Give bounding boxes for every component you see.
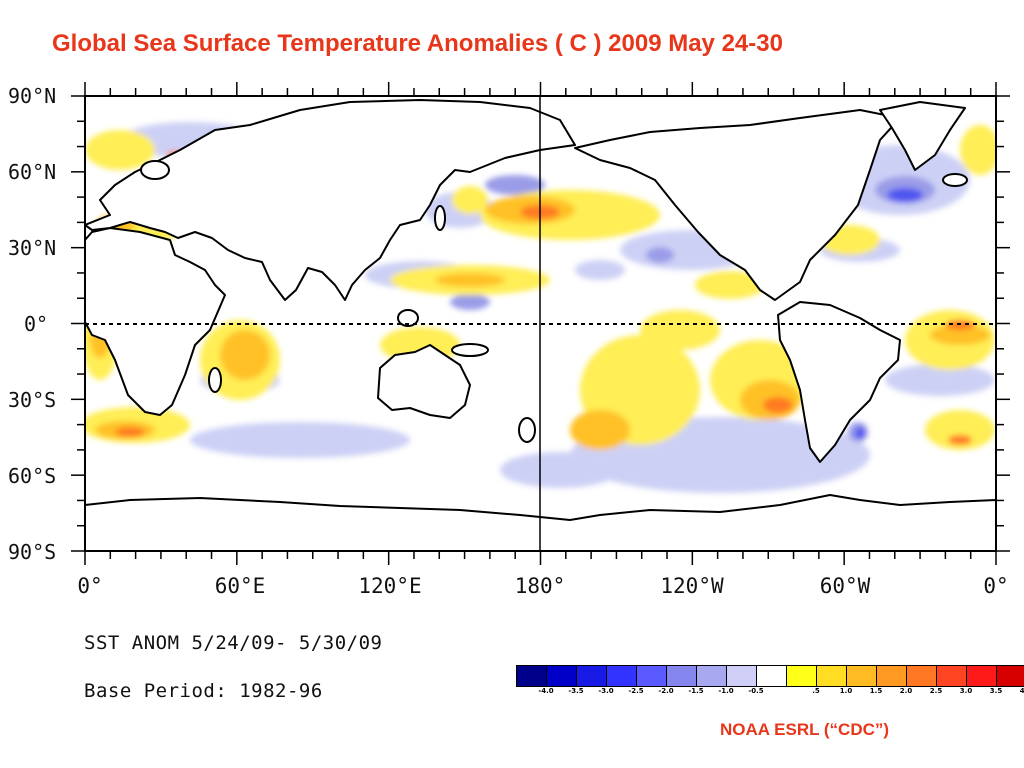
legend-swatch [847, 666, 877, 686]
eurasia-landmass [85, 99, 576, 301]
legend-tick-label: .5 [812, 687, 820, 695]
legend-tick-label: 4.0 [1019, 687, 1024, 695]
lon-label-60e: 60°E [214, 574, 266, 598]
legend-swatch [757, 666, 787, 686]
legend-swatch [697, 666, 727, 686]
legend-swatch [517, 666, 547, 686]
legend-swatch [577, 666, 607, 686]
legend-swatch [907, 666, 937, 686]
lon-label-0-right: 0° [983, 574, 1009, 598]
legend-swatch [817, 666, 847, 686]
legend-tick-label: -0.5 [748, 687, 764, 695]
legend-swatch [997, 666, 1024, 686]
lon-label-60w: 60°W [819, 574, 871, 598]
legend-tick-label: -1.5 [688, 687, 704, 695]
legend-swatch [787, 666, 817, 686]
anomaly-field [85, 122, 996, 493]
south-america-landmass [777, 301, 901, 463]
lat-label-30n: 30°N [8, 236, 57, 260]
legend-swatch [547, 666, 577, 686]
lon-label-120e: 120°E [358, 574, 422, 598]
sst-anom-period-label: SST ANOM 5/24/09- 5/30/09 [84, 632, 383, 654]
legend-tick-label: 1.0 [839, 687, 853, 695]
legend-swatch [607, 666, 637, 686]
page-title: Global Sea Surface Temperature Anomalies… [52, 30, 783, 57]
legend-tick-label: -2.5 [628, 687, 644, 695]
lat-label-0: 0° [24, 312, 49, 336]
color-legend [516, 665, 1024, 687]
legend-tick-label: -3.5 [568, 687, 584, 695]
legend-tick-label: 2.0 [899, 687, 913, 695]
legend-tick-label: -3.0 [598, 687, 614, 695]
legend-tick-label: 3.0 [959, 687, 973, 695]
legend-swatch [667, 666, 697, 686]
greenland-landmass [879, 101, 966, 171]
lat-label-90s: 90°S [8, 540, 57, 564]
base-period-label: Base Period: 1982-96 [84, 680, 323, 702]
lon-label-120w: 120°W [660, 574, 724, 598]
credit-label: NOAA ESRL (“CDC”) [720, 720, 890, 739]
north-america-landmass [574, 109, 901, 301]
legend-swatch [967, 666, 997, 686]
legend-swatch [637, 666, 667, 686]
lat-label-60n: 60°N [8, 160, 57, 184]
legend-swatch [937, 666, 967, 686]
australia-landmass [377, 344, 471, 419]
lat-label-60s: 60°S [8, 464, 57, 488]
lat-label-90n: 90°N [8, 84, 57, 108]
legend-tick-label: 3.5 [989, 687, 1003, 695]
legend-tick-label: 1.5 [869, 687, 883, 695]
legend-tick-label: -2.0 [658, 687, 674, 695]
legend-swatch [877, 666, 907, 686]
africa-landmass [85, 227, 226, 416]
legend-tick-label: 2.5 [929, 687, 943, 695]
legend-tick-label: -4.0 [538, 687, 554, 695]
lat-label-30s: 30°S [8, 388, 57, 412]
legend-tick-label: -1.0 [718, 687, 734, 695]
lon-label-0: 0° [77, 574, 103, 598]
legend-swatch [727, 666, 757, 686]
lon-label-180: 180° [514, 574, 566, 598]
